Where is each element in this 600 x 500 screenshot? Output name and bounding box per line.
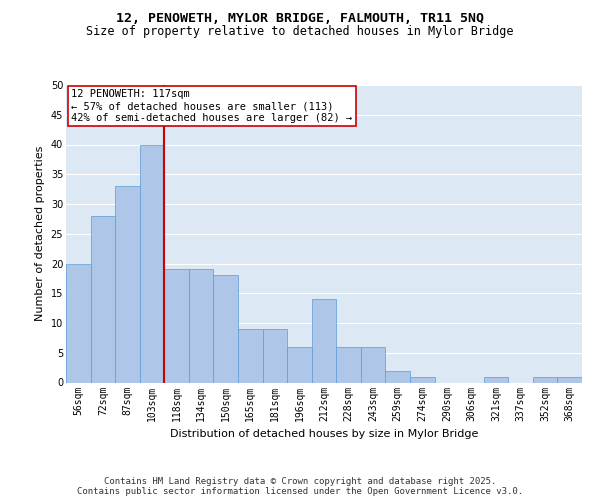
Bar [336,347,361,382]
Bar [189,270,214,382]
Bar [361,347,385,382]
Bar [91,216,115,382]
Bar [287,347,312,382]
Text: 12, PENOWETH, MYLOR BRIDGE, FALMOUTH, TR11 5NQ: 12, PENOWETH, MYLOR BRIDGE, FALMOUTH, TR… [116,12,484,26]
Bar [410,376,434,382]
Bar [557,376,582,382]
Bar [263,329,287,382]
Bar [484,376,508,382]
Bar [140,144,164,382]
Text: 12 PENOWETH: 117sqm
← 57% of detached houses are smaller (113)
42% of semi-detac: 12 PENOWETH: 117sqm ← 57% of detached ho… [71,90,352,122]
X-axis label: Distribution of detached houses by size in Mylor Bridge: Distribution of detached houses by size … [170,429,478,439]
Y-axis label: Number of detached properties: Number of detached properties [35,146,45,322]
Bar [238,329,263,382]
Bar [533,376,557,382]
Bar [164,270,189,382]
Bar [312,299,336,382]
Bar [66,264,91,382]
Text: Contains HM Land Registry data © Crown copyright and database right 2025.
Contai: Contains HM Land Registry data © Crown c… [77,476,523,496]
Bar [385,370,410,382]
Bar [115,186,140,382]
Bar [214,276,238,382]
Text: Size of property relative to detached houses in Mylor Bridge: Size of property relative to detached ho… [86,25,514,38]
